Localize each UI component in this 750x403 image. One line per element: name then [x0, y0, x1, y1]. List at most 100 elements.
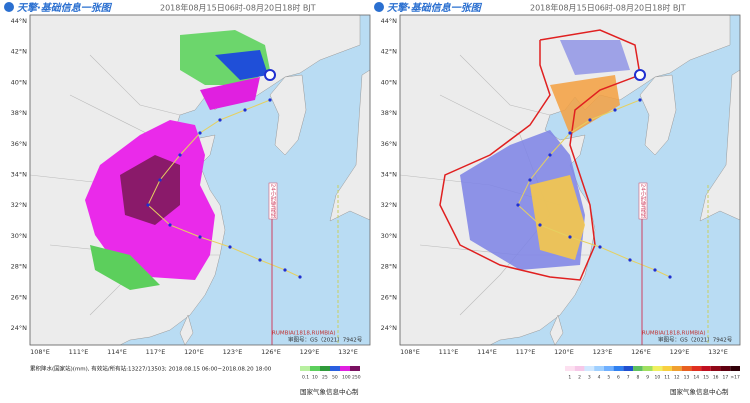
legend-tick: 11 — [664, 375, 670, 381]
rain-area — [550, 75, 620, 135]
track-point — [638, 98, 642, 102]
track-point — [628, 258, 632, 262]
lon-label: 132°E — [708, 348, 728, 356]
track-point — [158, 178, 162, 182]
lat-label: 34°N — [381, 171, 398, 179]
lon-label: 108°E — [400, 348, 420, 356]
lat-label: 40°N — [11, 78, 28, 86]
typhoon-label: RUMBIA(1818,RUMBIA) — [272, 331, 336, 337]
legend-tick: 50 — [332, 375, 338, 381]
track-point — [598, 245, 602, 249]
track-point — [146, 203, 150, 207]
lat-label: 38°N — [11, 109, 28, 117]
rain-area — [90, 245, 160, 290]
legend-swatch — [565, 366, 575, 371]
region-outline — [439, 29, 641, 281]
lon-label: 120°E — [554, 348, 574, 356]
legend-swatch — [701, 366, 711, 371]
map-panel: 24小时警戒线 RUMBIA(1818,RUMBIA)审图号：GS（2021）79… — [4, 2, 371, 396]
legend-tick: 4 — [598, 375, 601, 381]
lon-label: 117°E — [516, 348, 536, 356]
warning-box — [268, 182, 278, 220]
typhoon-symbol — [264, 69, 276, 81]
rain-area — [530, 175, 585, 260]
lat-label: 24°N — [381, 324, 398, 332]
lon-label: 132°E — [338, 348, 358, 356]
land — [639, 74, 677, 156]
legend-swatch — [652, 366, 663, 371]
time-range: 2018年08月15日06时-08月20日18时 BJT — [530, 3, 686, 13]
lon-label: 114°E — [107, 348, 127, 356]
lat-label: 30°N — [381, 232, 398, 240]
legend-tick: 10 — [312, 375, 318, 381]
track-point — [568, 131, 572, 135]
legend-tick: 25 — [322, 375, 328, 381]
track-point — [528, 178, 532, 182]
lat-label: 26°N — [381, 293, 398, 301]
legend-tick: 15 — [703, 375, 709, 381]
track-point — [243, 108, 247, 112]
legend-tick: 10 — [654, 375, 660, 381]
map-approval: 审图号：GS（2021）7942号 — [658, 336, 733, 344]
legend-swatch — [330, 366, 340, 371]
track-point — [548, 153, 552, 157]
map-frame — [399, 14, 741, 346]
lat-label: 40°N — [381, 78, 398, 86]
logo: 天擎·基础信息一张图 — [17, 2, 113, 14]
lon-label: 129°E — [670, 348, 690, 356]
lon-label: 123°E — [593, 348, 613, 356]
track-point — [538, 223, 542, 227]
legend-swatch — [681, 366, 692, 371]
legend-tick: >17 — [730, 375, 740, 381]
legend-tick: 6 — [617, 375, 620, 381]
legend-swatch — [320, 366, 330, 371]
legend-tick: 14 — [693, 375, 699, 381]
lon-label: 126°E — [631, 348, 651, 356]
land — [549, 314, 564, 346]
legend-swatch — [633, 366, 643, 371]
legend-tick: 250 — [352, 375, 361, 381]
lon-label: 123°E — [223, 348, 243, 356]
lon-label: 111°E — [439, 348, 459, 356]
map-frame — [29, 14, 371, 346]
track-point — [258, 258, 262, 262]
rain-area — [120, 155, 180, 225]
legend-title: 累积降水(国家站)(mm), 有效站/所有站:13227/13503; 2018… — [30, 365, 272, 373]
rain-area — [215, 50, 268, 80]
legend-swatch — [613, 366, 624, 371]
credit: 国家气象信息中心制 — [670, 387, 729, 396]
lat-label: 36°N — [381, 140, 398, 148]
typhoon-label: RUMBIA(1818,RUMBIA) — [642, 331, 706, 337]
lat-label: 38°N — [381, 109, 398, 117]
legend-swatch — [671, 366, 682, 371]
legend-swatch — [350, 366, 360, 371]
legend-tick: 3 — [588, 375, 591, 381]
track-point — [653, 268, 657, 272]
legend-tick: 1 — [568, 375, 571, 381]
warning-label: 24小时警戒线 — [640, 184, 647, 219]
legend-tick: 16 — [713, 375, 719, 381]
legend-tick: 100 — [342, 375, 351, 381]
lat-label: 42°N — [381, 48, 398, 56]
lat-label: 32°N — [11, 201, 28, 209]
track-point — [568, 235, 572, 239]
legend-swatch — [584, 366, 595, 371]
lon-label: 117°E — [146, 348, 166, 356]
warning-label: 24小时警戒线 — [270, 184, 277, 219]
lat-label: 36°N — [11, 140, 28, 148]
legend-swatch — [300, 366, 310, 371]
legend-tick: 8 — [636, 375, 639, 381]
lat-label: 44°N — [381, 17, 398, 25]
legend-tick: 5 — [607, 375, 610, 381]
land — [269, 74, 307, 156]
legend-swatch — [574, 366, 585, 371]
track-point — [268, 98, 272, 102]
lon-label: 111°E — [69, 348, 89, 356]
track-point — [218, 118, 222, 122]
track-point — [178, 153, 182, 157]
legend-tick: 7 — [627, 375, 630, 381]
legend-swatch — [691, 366, 702, 371]
warning-box — [638, 182, 648, 220]
logo-icon — [4, 2, 14, 12]
